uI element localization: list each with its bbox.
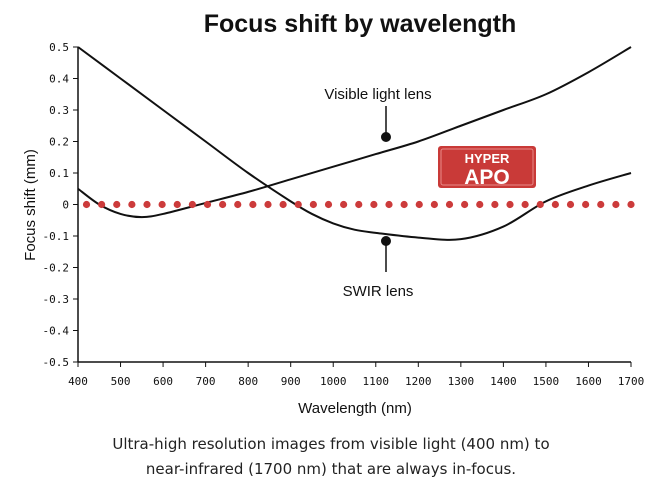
- caption-line-1: Ultra-high resolution images from visibl…: [112, 435, 550, 453]
- hyper-apo-point: [279, 200, 287, 209]
- x-tick-label: 1700: [618, 375, 645, 388]
- hyper-apo-badge: HYPER APO: [438, 146, 536, 189]
- x-tick-label: 1200: [405, 375, 432, 388]
- hyper-apo-point: [582, 200, 590, 209]
- y-tick-label: 0.3: [49, 104, 69, 117]
- visible-lens-line: [77, 46, 632, 241]
- hyper-apo-point: [597, 200, 605, 209]
- hyper-apo-point: [370, 200, 378, 209]
- swir-lens-marker: [381, 236, 391, 246]
- swir-lens-line: [77, 46, 632, 219]
- y-axis-ticks: 0.5 0.4 0.3 0.2 0.1 0 -0.1 -0.2 -0.3 -0.4 -0.5: [43, 41, 78, 369]
- x-tick-label: 900: [281, 375, 301, 388]
- visible-lens-label: Visible light lens: [324, 86, 431, 103]
- hyper-apo-point: [491, 200, 499, 209]
- x-tick-label: 1000: [320, 375, 347, 388]
- x-axis-label: Wavelength (nm): [298, 400, 412, 417]
- hyper-apo-point: [249, 200, 257, 209]
- series-layer: [77, 46, 635, 241]
- hyper-apo-point: [188, 200, 196, 209]
- hyper-apo-point: [566, 200, 575, 209]
- hyper-apo-point: [385, 200, 393, 209]
- y-tick-label: 0.2: [49, 136, 69, 149]
- y-tick-label: 0.4: [49, 73, 69, 86]
- chart-title: Focus shift by wavelength: [204, 10, 517, 38]
- visible-lens-marker: [381, 132, 391, 142]
- hyper-apo-point: [506, 200, 514, 209]
- hyper-apo-point: [476, 200, 484, 209]
- caption-line-2: near-infrared (1700 nm) that are always …: [145, 460, 517, 478]
- y-tick-label: 0.5: [49, 41, 69, 54]
- hyper-apo-point: [203, 200, 212, 209]
- hyper-apo-point: [536, 200, 544, 209]
- hyper-apo-point: [612, 200, 620, 209]
- hyper-apo-point: [143, 200, 151, 209]
- x-tick-label: 500: [111, 375, 131, 388]
- x-tick-label: 1600: [575, 375, 602, 388]
- hyper-apo-point: [82, 200, 91, 209]
- hyper-apo-point: [173, 200, 181, 209]
- y-tick-label: 0: [62, 199, 69, 212]
- hyper-apo-point: [355, 200, 363, 209]
- x-tick-label: 800: [238, 375, 258, 388]
- hyper-apo-point: [324, 200, 333, 209]
- hyper-apo-point: [158, 200, 166, 209]
- y-tick-label: -0.1: [43, 230, 70, 243]
- hyper-apo-point: [98, 200, 106, 209]
- y-tick-label: -0.2: [43, 262, 70, 275]
- hyper-apo-point: [521, 200, 529, 209]
- y-tick-label: -0.5: [43, 356, 70, 369]
- hyper-apo-point: [234, 200, 242, 209]
- hyper-apo-point: [445, 200, 454, 209]
- hyper-apo-point: [627, 200, 635, 209]
- y-axis-label: Focus shift (mm): [22, 149, 39, 261]
- hyper-apo-point: [430, 200, 438, 209]
- hyper-apo-point: [551, 200, 559, 209]
- hyper-apo-point: [309, 200, 317, 209]
- hyper-apo-point: [400, 200, 408, 209]
- hyper-apo-point: [128, 200, 136, 209]
- x-axis-ticks: 400 500 600 700 800 900 1000 1100 1200 1300 1400 15…: [68, 362, 644, 388]
- x-tick-label: 400: [68, 375, 88, 388]
- y-tick-label: 0.1: [49, 167, 69, 180]
- x-tick-label: 700: [196, 375, 216, 388]
- hyper-apo-point: [264, 200, 272, 209]
- x-tick-label: 600: [153, 375, 173, 388]
- hyper-apo-point: [415, 200, 423, 209]
- swir-lens-label: SWIR lens: [343, 283, 414, 300]
- focus-shift-chart: Focus shift by wavelength 0.50.40.30.20.…: [22, 10, 644, 417]
- hyper-apo-point: [461, 200, 469, 209]
- x-tick-label: 1100: [363, 375, 390, 388]
- hyper-apo-point: [294, 200, 302, 209]
- x-tick-label: 1500: [533, 375, 560, 388]
- badge-bottom-text: APO: [464, 166, 510, 189]
- x-tick-label: 1400: [490, 375, 517, 388]
- hyper-apo-point: [113, 200, 121, 209]
- y-tick-label: -0.3: [43, 293, 70, 306]
- y-tick-label: -0.4: [43, 325, 70, 338]
- hyper-apo-point: [340, 200, 348, 209]
- hyper-apo-point: [219, 200, 227, 209]
- badge-top-text: HYPER: [465, 151, 510, 166]
- x-tick-label: 1300: [448, 375, 475, 388]
